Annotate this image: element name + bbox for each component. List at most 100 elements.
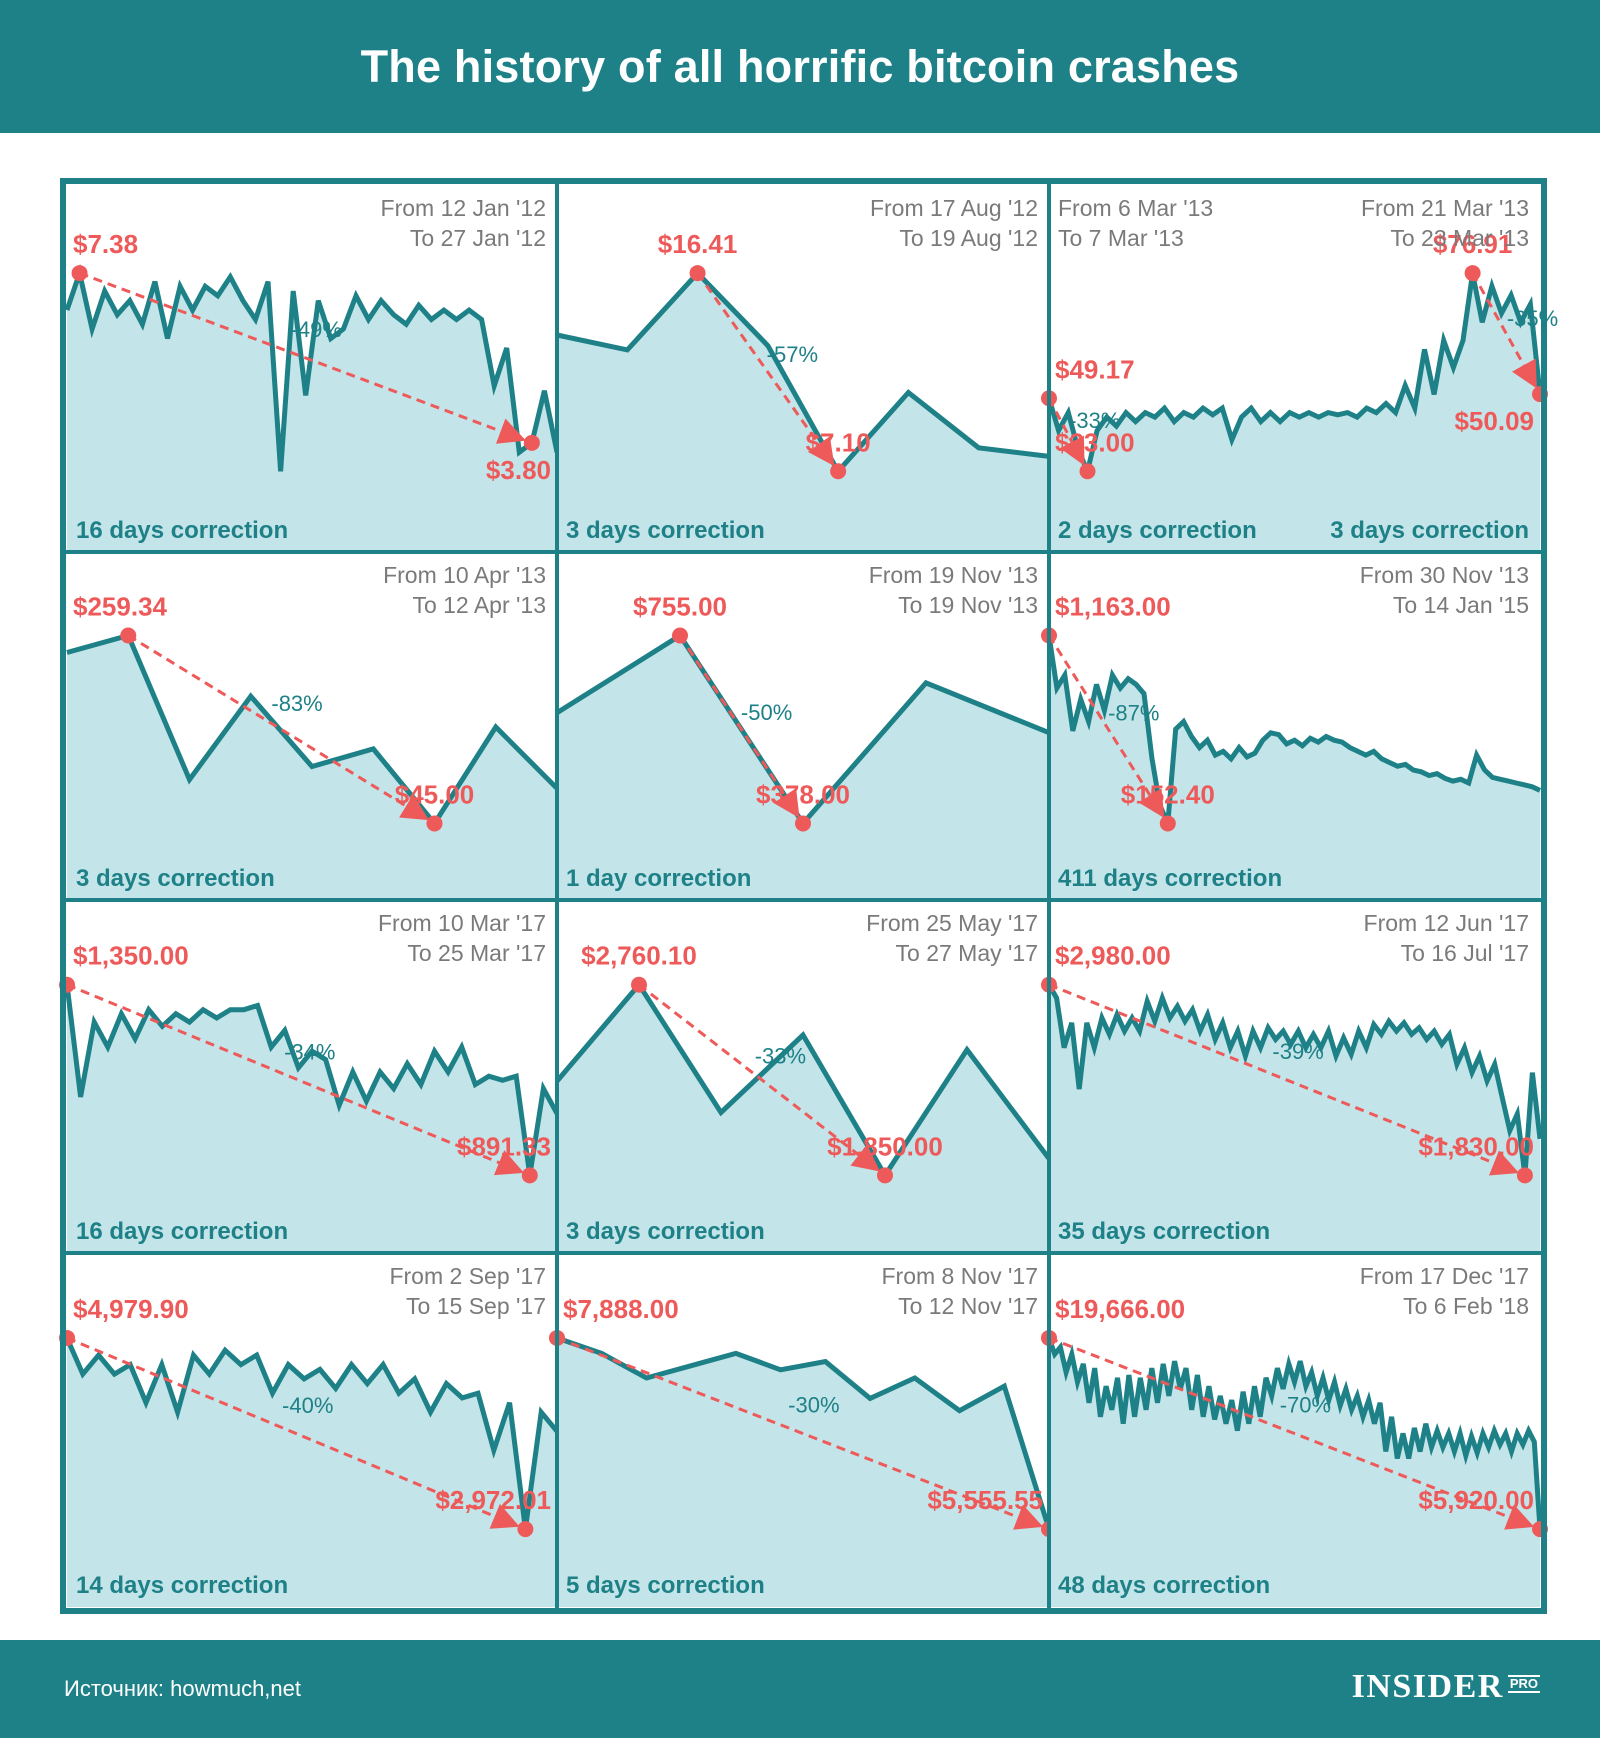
date-range-from: From 10 Mar '17: [378, 910, 546, 936]
date-range-from: From 19 Nov '13: [869, 562, 1038, 588]
percent-drop: -34%: [284, 1039, 335, 1064]
price-label: $259.34: [73, 592, 168, 622]
correction-duration: 14 days correction: [76, 1572, 288, 1599]
correction-duration: 48 days correction: [1058, 1572, 1270, 1599]
date-range-from: From 17 Aug '12: [870, 195, 1038, 221]
price-label: $2,980.00: [1055, 941, 1171, 971]
price-label: $2,972.01: [435, 1485, 551, 1515]
price-area: [557, 635, 1049, 900]
chart-panel: -50% $755.00 $378.00 From 19 Nov '13 To 19 N…: [555, 562, 1050, 900]
correction-duration: 3 days correction: [566, 517, 765, 544]
drop-arrow: [79, 271, 526, 444]
correction-duration: 16 days correction: [76, 517, 288, 544]
percent-drop: -33%: [755, 1043, 806, 1068]
drop-arrow: [127, 634, 430, 821]
price-area: [1049, 984, 1540, 1253]
chart-panel: -57% $16.41 $7.10 From 17 Aug '12 To 19 Aug …: [556, 195, 1050, 552]
correction-duration: 411 days correction: [1058, 865, 1282, 892]
correction-duration: 35 days correction: [1058, 1218, 1270, 1245]
header-banner: The history of all horrific bitcoin cras…: [0, 0, 1600, 133]
price-area: [557, 1338, 1049, 1607]
correction-duration: 16 days correction: [76, 1218, 288, 1245]
price-label: $1,350.00: [73, 941, 189, 971]
price-label: $1,163.00: [1055, 592, 1171, 622]
price-marker: [120, 627, 137, 644]
chart-panel: -33% -35% $49.17 $33.00 $76.91 $50.09 From 6 M…: [1041, 195, 1558, 552]
price-area: [67, 1338, 557, 1607]
price-line: [64, 263, 560, 472]
price-line: [1046, 983, 1543, 1176]
date-range-from: From 10 Apr '13: [383, 562, 546, 588]
percent-drop: -35%: [1507, 306, 1558, 331]
price-label: $76.91: [1433, 229, 1513, 259]
date-range-to: To 12 Apr '13: [412, 592, 546, 618]
price-area: [1049, 1338, 1540, 1607]
brand-sub: PRO: [1507, 1675, 1540, 1693]
date-range-to: To 27 Jan '12: [410, 225, 546, 251]
price-label: $5,920.00: [1418, 1485, 1534, 1515]
price-marker: [877, 1167, 893, 1184]
percent-drop: -70%: [1280, 1393, 1331, 1418]
date-range-to: To 16 Jul '17: [1401, 940, 1529, 966]
footer-banner: Источник: howmuch,net INSIDER PRO: [0, 1640, 1600, 1738]
price-marker: [523, 434, 540, 451]
price-marker: [830, 463, 847, 480]
price-marker: [672, 627, 688, 644]
price-marker: [689, 265, 706, 282]
percent-drop: -49%: [291, 317, 342, 342]
percent-drop: -57%: [767, 342, 818, 367]
percent-drop: -39%: [1272, 1039, 1323, 1064]
price-label: $33.00: [1055, 427, 1135, 457]
price-marker: [426, 815, 443, 832]
date-range-from: From 2 Sep '17: [389, 1263, 546, 1289]
correction-duration: 3 days correction: [1330, 517, 1529, 544]
chart-panel: -49% $7.38 $3.80 From 12 Jan '12 To 27 Jan '…: [64, 195, 560, 552]
date-range-to: To 15 Sep '17: [406, 1293, 546, 1319]
price-label: $1,850.00: [827, 1131, 943, 1161]
date-range-to: To 23 Mar '13: [1390, 225, 1529, 251]
chart-panel: -87% $1,163.00 $152.40 From 30 Nov '13 To 14…: [1041, 562, 1542, 900]
drop-arrow: [1048, 983, 1520, 1176]
price-label: $19,666.00: [1055, 1294, 1185, 1324]
date-range-to: To 27 May '17: [896, 940, 1038, 966]
date-range-from: From 6 Mar '13: [1058, 195, 1213, 221]
chart-panel: -39% $2,980.00 $1,830.00 From 12 Jun '17 To …: [1041, 910, 1543, 1253]
price-label: $7,888.00: [563, 1294, 679, 1324]
date-range-to: To 14 Jan '15: [1393, 592, 1529, 618]
correction-duration: 5 days correction: [566, 1572, 765, 1599]
price-marker: [795, 815, 811, 832]
date-range-from: From 12 Jun '17: [1364, 910, 1529, 936]
price-area: [67, 273, 557, 552]
price-label: $1,830.00: [1418, 1131, 1534, 1161]
drop-arrow: [556, 1336, 1044, 1530]
price-marker: [71, 265, 88, 282]
price-line: [64, 1336, 559, 1530]
price-label: $2,760.10: [581, 941, 697, 971]
date-range-from: From 12 Jan '12: [381, 195, 546, 221]
drop-arrow: [678, 634, 800, 819]
date-range-to: To 25 Mar '17: [407, 940, 546, 966]
percent-drop: -33%: [1069, 408, 1120, 433]
page-title: The history of all horrific bitcoin cras…: [360, 40, 1240, 92]
date-range-from: From 21 Mar '13: [1361, 195, 1529, 221]
price-area: [557, 984, 1049, 1253]
drop-arrow: [66, 983, 524, 1176]
price-marker: [1159, 815, 1176, 832]
chart-panel: -70% $19,666.00 $5,920.00 From 17 Dec '17 To…: [1041, 1263, 1548, 1607]
price-line: [556, 269, 1050, 476]
chart-panel: -33% $2,760.10 $1,850.00 From 25 May '17 To …: [555, 910, 1051, 1253]
date-range-to: To 7 Mar '13: [1058, 225, 1184, 251]
date-range-from: From 17 Dec '17: [1360, 1263, 1529, 1289]
chart-panel: -30% $7,888.00 $5,555.55 From 8 Nov '17 To 1…: [549, 1263, 1057, 1607]
price-line: [66, 632, 559, 828]
price-label: $378.00: [756, 779, 850, 809]
price-marker: [1464, 265, 1481, 282]
percent-drop: -30%: [788, 1393, 839, 1418]
date-range-to: To 19 Nov '13: [898, 592, 1038, 618]
chart-panel: -34% $1,350.00 $891.33 From 10 Mar '17 To 25…: [59, 910, 560, 1253]
drop-arrow: [638, 983, 881, 1172]
price-label: $16.41: [658, 229, 738, 259]
drop-arrow: [66, 1336, 520, 1529]
price-label: $49.17: [1055, 354, 1135, 384]
price-label: $7.38: [73, 229, 138, 259]
